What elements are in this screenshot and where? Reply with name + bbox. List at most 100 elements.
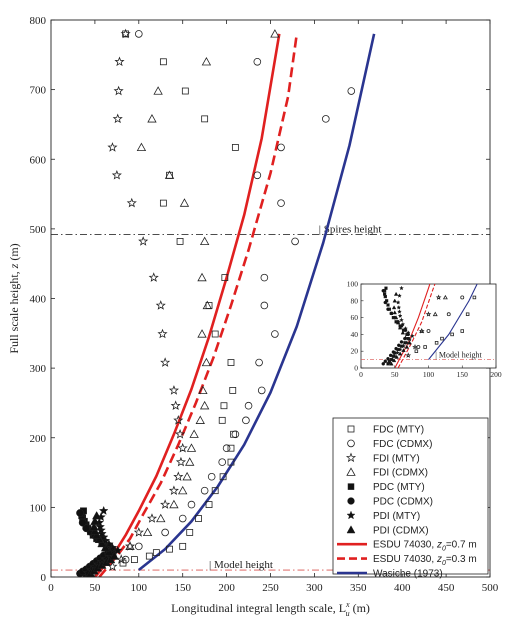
legend-item-esdu-74030-0-7-m-label: ESDU 74030, z0=0.7 m [373, 540, 477, 553]
point-fdi-cdmx [182, 471, 192, 481]
y-tick-label: 300 [30, 363, 47, 375]
point-fdi-mty [116, 554, 127, 564]
point-fdc-mty [229, 387, 237, 394]
point-fdi-cdmx [201, 357, 212, 367]
inset-point-fdi-cdmx [442, 294, 448, 300]
point-fdc-mty [159, 199, 167, 207]
inset-x-tick-label: 100 [423, 370, 435, 379]
point-fdc-mty [145, 552, 153, 560]
x-tick-label: 350 [350, 582, 367, 594]
point-fdc-cdmx [253, 57, 262, 66]
inset-point-fdc-cdmx [416, 345, 421, 349]
inset-x-tick-label: 150 [457, 370, 469, 379]
point-fdi-cdmx [189, 429, 199, 438]
inset-point-pdi-cdmx [401, 348, 406, 353]
inset-point-pdc-mty [386, 303, 390, 307]
inset-point-pdi-mty [395, 299, 401, 305]
point-fdi-cdmx [125, 541, 135, 550]
point-fdc-cdmx [242, 416, 250, 425]
inset-x-tick-label: 200 [490, 370, 502, 379]
inset-point-pdc-cdmx [388, 353, 393, 358]
point-fdc-cdmx [255, 358, 263, 367]
inset-point-pdi-mty [392, 353, 398, 359]
point-fdc-mty [218, 416, 226, 424]
axis-labels: Longitudinal integral length scale, Lx u … [7, 243, 370, 618]
point-fdc-mty [179, 542, 187, 550]
inset-point-pdi-cdmx [391, 305, 397, 310]
point-fdc-cdmx [253, 171, 262, 180]
inset-plot-area: | Model height [361, 284, 496, 368]
inset-point-pdc-cdmx [399, 340, 404, 344]
inset-point-pdi-cdmx [403, 335, 408, 340]
x-tick-label: 200 [218, 582, 235, 594]
inset-point-fdi-mty [435, 294, 442, 300]
point-fdc-cdmx [277, 143, 285, 152]
point-fdi-cdmx [270, 29, 280, 38]
inset-point-fdc-mty [472, 295, 477, 300]
point-fdi-cdmx [195, 415, 205, 424]
point-fdc-mty [131, 556, 138, 563]
inset-point-pdi-cdmx [407, 340, 412, 345]
x-axis-label-sub: u [346, 609, 350, 618]
point-fdi-mty [175, 428, 186, 439]
inset-point-pdi-mty [399, 317, 404, 323]
x-tick-label: 400 [394, 582, 411, 594]
point-fdc-cdmx [200, 486, 209, 495]
point-fdc-cdmx [161, 528, 169, 537]
inset-curve-2 [428, 284, 478, 360]
point-fdc-mty [205, 302, 213, 309]
legend-item-wasiche-1973-label: Wasiche (1973) [373, 569, 443, 580]
y-tick-label: 400 [30, 294, 47, 306]
point-fdc-cdmx [231, 430, 240, 439]
inset-point-pdi-mty [386, 360, 392, 366]
legend-item-pdi-mty-marker [346, 510, 356, 520]
inset-y-tick-label: 0 [354, 364, 358, 373]
point-fdi-mty [173, 415, 184, 425]
point-fdc-cdmx [244, 401, 253, 410]
legend-item-fdc-cdmx-label: FDC (CDMX) [373, 439, 432, 450]
inset-point-pdc-cdmx [397, 343, 401, 348]
point-fdi-cdmx [169, 499, 179, 509]
point-fdi-cdmx [156, 513, 166, 523]
point-fdi-mty [148, 272, 159, 282]
point-fdc-mty [176, 238, 184, 245]
point-fdi-cdmx [179, 198, 190, 207]
point-fdi-cdmx [142, 527, 153, 537]
point-fdi-mty [173, 471, 184, 482]
inset-point-pdi-cdmx [394, 354, 399, 359]
legend-item-pdi-cdmx-marker [346, 525, 356, 534]
point-pdi-cdmx [94, 534, 104, 544]
inset-point-pdi-mty [396, 304, 402, 310]
inset-point-pdc-mty [383, 292, 387, 296]
x-tick-label: 450 [438, 582, 455, 594]
inset-point-fdi-cdmx [432, 311, 438, 317]
inset-point-pdi-mty [409, 333, 415, 339]
point-pdi-cdmx [100, 543, 111, 552]
inset-y-tick-label: 80 [351, 296, 359, 305]
point-pdc-cdmx [82, 524, 90, 533]
inset-y-tick-label: 60 [351, 313, 359, 322]
point-fdc-mty [201, 115, 209, 123]
point-fdi-mty [170, 400, 181, 411]
inset-point-pdi-cdmx [397, 351, 403, 356]
point-fdc-cdmx [271, 330, 279, 338]
point-fdi-cdmx [201, 56, 212, 66]
point-fdi-cdmx [186, 443, 197, 452]
inset-point-pdc-cdmx [383, 359, 388, 364]
x-tick-label: 150 [174, 582, 191, 594]
inset-y-tick-label: 20 [351, 347, 359, 356]
point-pdi-cdmx [97, 538, 107, 548]
point-fdi-cdmx [153, 86, 163, 95]
point-fdc-cdmx [257, 386, 266, 395]
point-fdc-mty [186, 529, 194, 536]
point-fdc-cdmx [218, 458, 227, 466]
inset-point-pdi-mty [404, 340, 410, 345]
point-fdi-mty [160, 357, 171, 367]
point-fdi-mty [175, 456, 186, 467]
point-fdi-cdmx [136, 142, 147, 152]
y-tick-label: 500 [30, 224, 47, 236]
spires-height-label: | Spires height [319, 223, 382, 235]
inset-point-pdc-cdmx [383, 300, 388, 305]
inset-point-pdc-cdmx [381, 362, 386, 366]
